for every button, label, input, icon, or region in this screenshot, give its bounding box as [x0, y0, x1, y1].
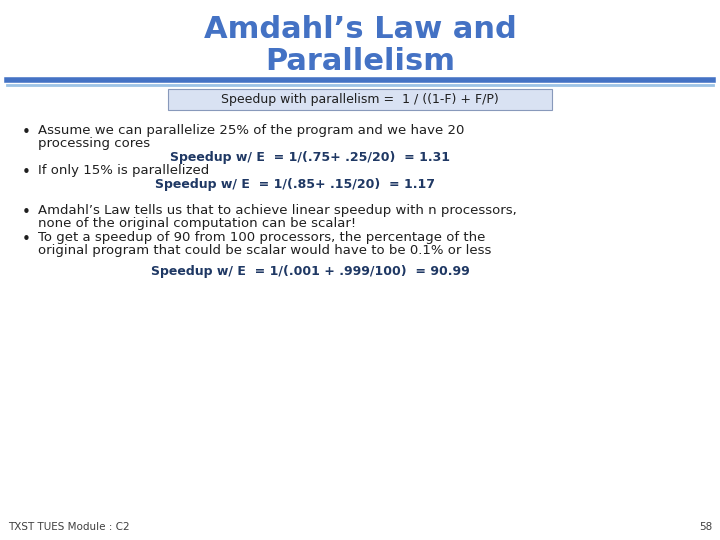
Text: Speedup w/ E  = 1/(.001 + .999/100)  = 90.99: Speedup w/ E = 1/(.001 + .999/100) = 90.… [150, 265, 469, 278]
Text: To get a speedup of 90 from 100 processors, the percentage of the: To get a speedup of 90 from 100 processo… [38, 231, 485, 244]
Text: Assume we can parallelize 25% of the program and we have 20: Assume we can parallelize 25% of the pro… [38, 124, 464, 137]
Text: Amdahl’s Law tells us that to achieve linear speedup with n processors,: Amdahl’s Law tells us that to achieve li… [38, 204, 517, 217]
Text: Speedup with parallelism =  1 / ((1-F) + F/P): Speedup with parallelism = 1 / ((1-F) + … [221, 93, 499, 106]
Text: Parallelism: Parallelism [265, 48, 455, 77]
Text: original program that could be scalar would have to be 0.1% or less: original program that could be scalar wo… [38, 244, 491, 257]
Text: Amdahl’s Law and: Amdahl’s Law and [204, 16, 516, 44]
Text: processing cores: processing cores [38, 137, 150, 150]
Text: •: • [22, 165, 31, 180]
Text: 58: 58 [698, 522, 712, 532]
Text: none of the original computation can be scalar!: none of the original computation can be … [38, 217, 356, 230]
FancyBboxPatch shape [168, 89, 552, 110]
Text: •: • [22, 232, 31, 247]
Text: Speedup w/ E  = 1/(.75+ .25/20)  = 1.31: Speedup w/ E = 1/(.75+ .25/20) = 1.31 [170, 151, 450, 164]
Text: •: • [22, 125, 31, 140]
Text: Speedup w/ E  = 1/(.85+ .15/20)  = 1.17: Speedup w/ E = 1/(.85+ .15/20) = 1.17 [155, 178, 435, 191]
Text: •: • [22, 205, 31, 220]
Text: If only 15% is parallelized: If only 15% is parallelized [38, 164, 210, 177]
Text: TXST TUES Module : C2: TXST TUES Module : C2 [8, 522, 130, 532]
